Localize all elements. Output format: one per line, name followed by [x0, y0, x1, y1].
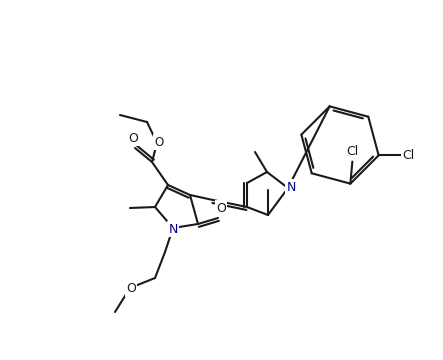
Text: N: N [168, 222, 178, 235]
Text: O: O [154, 135, 163, 149]
Text: O: O [128, 131, 138, 144]
Text: O: O [126, 283, 136, 296]
Text: O: O [216, 202, 226, 215]
Text: N: N [286, 180, 295, 194]
Text: Cl: Cl [346, 145, 358, 158]
Text: Cl: Cl [403, 149, 415, 162]
